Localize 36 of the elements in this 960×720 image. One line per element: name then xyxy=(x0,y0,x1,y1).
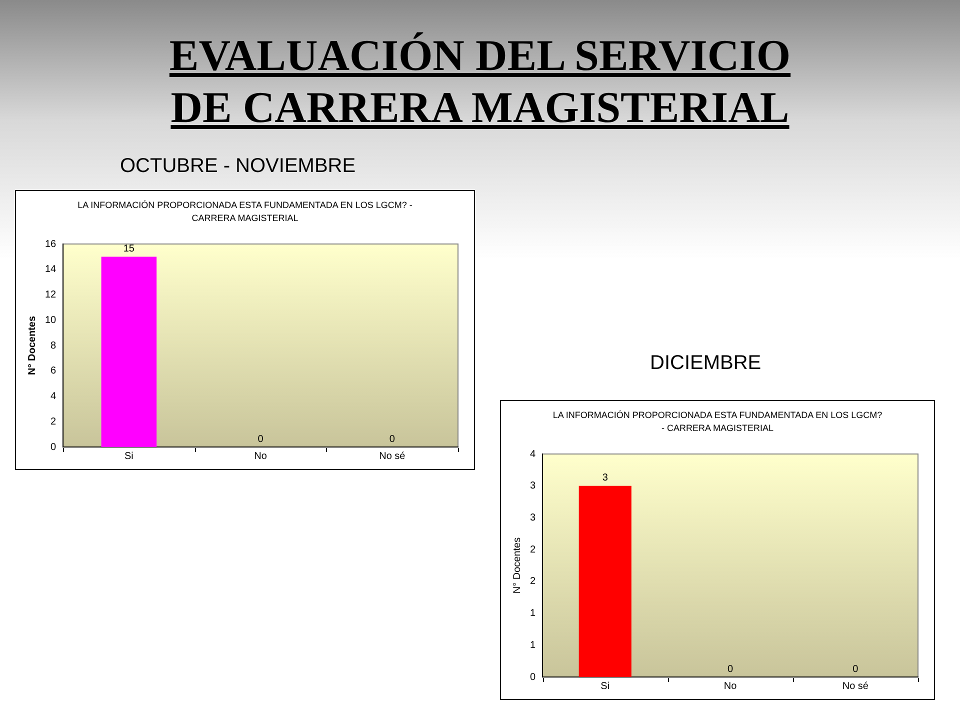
x-tick-label: No xyxy=(254,450,268,462)
data-label: 0 xyxy=(852,664,859,675)
y-tick-label: 4 xyxy=(50,391,57,402)
y-tick-label: 3 xyxy=(530,512,536,524)
y-tick-label: 1 xyxy=(530,640,536,651)
y-tick-label: 2 xyxy=(530,544,536,556)
y-tick-label: 8 xyxy=(50,340,57,352)
y-tick-label: 2 xyxy=(50,416,57,428)
data-label: 0 xyxy=(389,434,396,445)
y-tick-label: 0 xyxy=(530,672,536,683)
chart-title: LA INFORMACIÓN PROPORCIONADA ESTA FUNDAMENTADA EN LOS LGCM? - CARRERA MAGISTERIAL xyxy=(552,409,884,435)
data-label: 3 xyxy=(602,472,608,484)
y-tick-label: 0 xyxy=(50,442,57,453)
y-tick-label: 1 xyxy=(530,608,536,620)
y-axis-title: N° Docentes xyxy=(512,537,523,594)
x-tick-label: Si xyxy=(124,450,134,462)
y-tick-label: 3 xyxy=(530,480,536,492)
x-tick-label: No sé xyxy=(842,680,869,692)
y-tick-label: 12 xyxy=(45,290,57,300)
y-tick-label: 10 xyxy=(45,314,57,326)
data-label: 15 xyxy=(123,243,135,254)
chart-title: LA INFORMACIÓN PROPORCIONADA ESTA FUNDAMENTADA EN LOS LGCM? - CARRERA MAGISTERIAL xyxy=(76,199,414,225)
data-label: 0 xyxy=(728,664,734,675)
x-tick-label: Si xyxy=(600,680,610,692)
x-tick-label: No xyxy=(724,680,738,692)
chart-subtitle: OCTUBRE - NOVIEMBRE xyxy=(120,155,356,178)
data-label: 0 xyxy=(258,434,264,445)
y-tick-label: 6 xyxy=(50,366,57,377)
text: EVALUACIÓN DEL SERVICIO DE CARRERA MAGISTERIAL xyxy=(168,30,792,134)
y-axis-title: N° Docentes xyxy=(26,316,38,376)
x-tick-label: No sé xyxy=(379,450,406,462)
y-tick-label: 16 xyxy=(45,238,57,250)
y-tick-label: 14 xyxy=(45,264,57,276)
y-tick-label: 2 xyxy=(530,576,536,588)
y-tick-label: 4 xyxy=(530,448,536,460)
chart-subtitle: DICIEMBRE xyxy=(650,352,762,375)
